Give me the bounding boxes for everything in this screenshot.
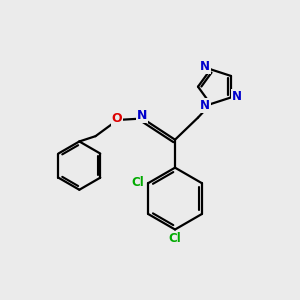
Text: Cl: Cl <box>169 232 182 245</box>
Text: N: N <box>200 99 210 112</box>
Text: N: N <box>200 61 210 74</box>
Text: Cl: Cl <box>132 176 144 189</box>
Text: O: O <box>112 112 122 125</box>
Text: N: N <box>137 109 147 122</box>
Text: N: N <box>232 90 242 103</box>
